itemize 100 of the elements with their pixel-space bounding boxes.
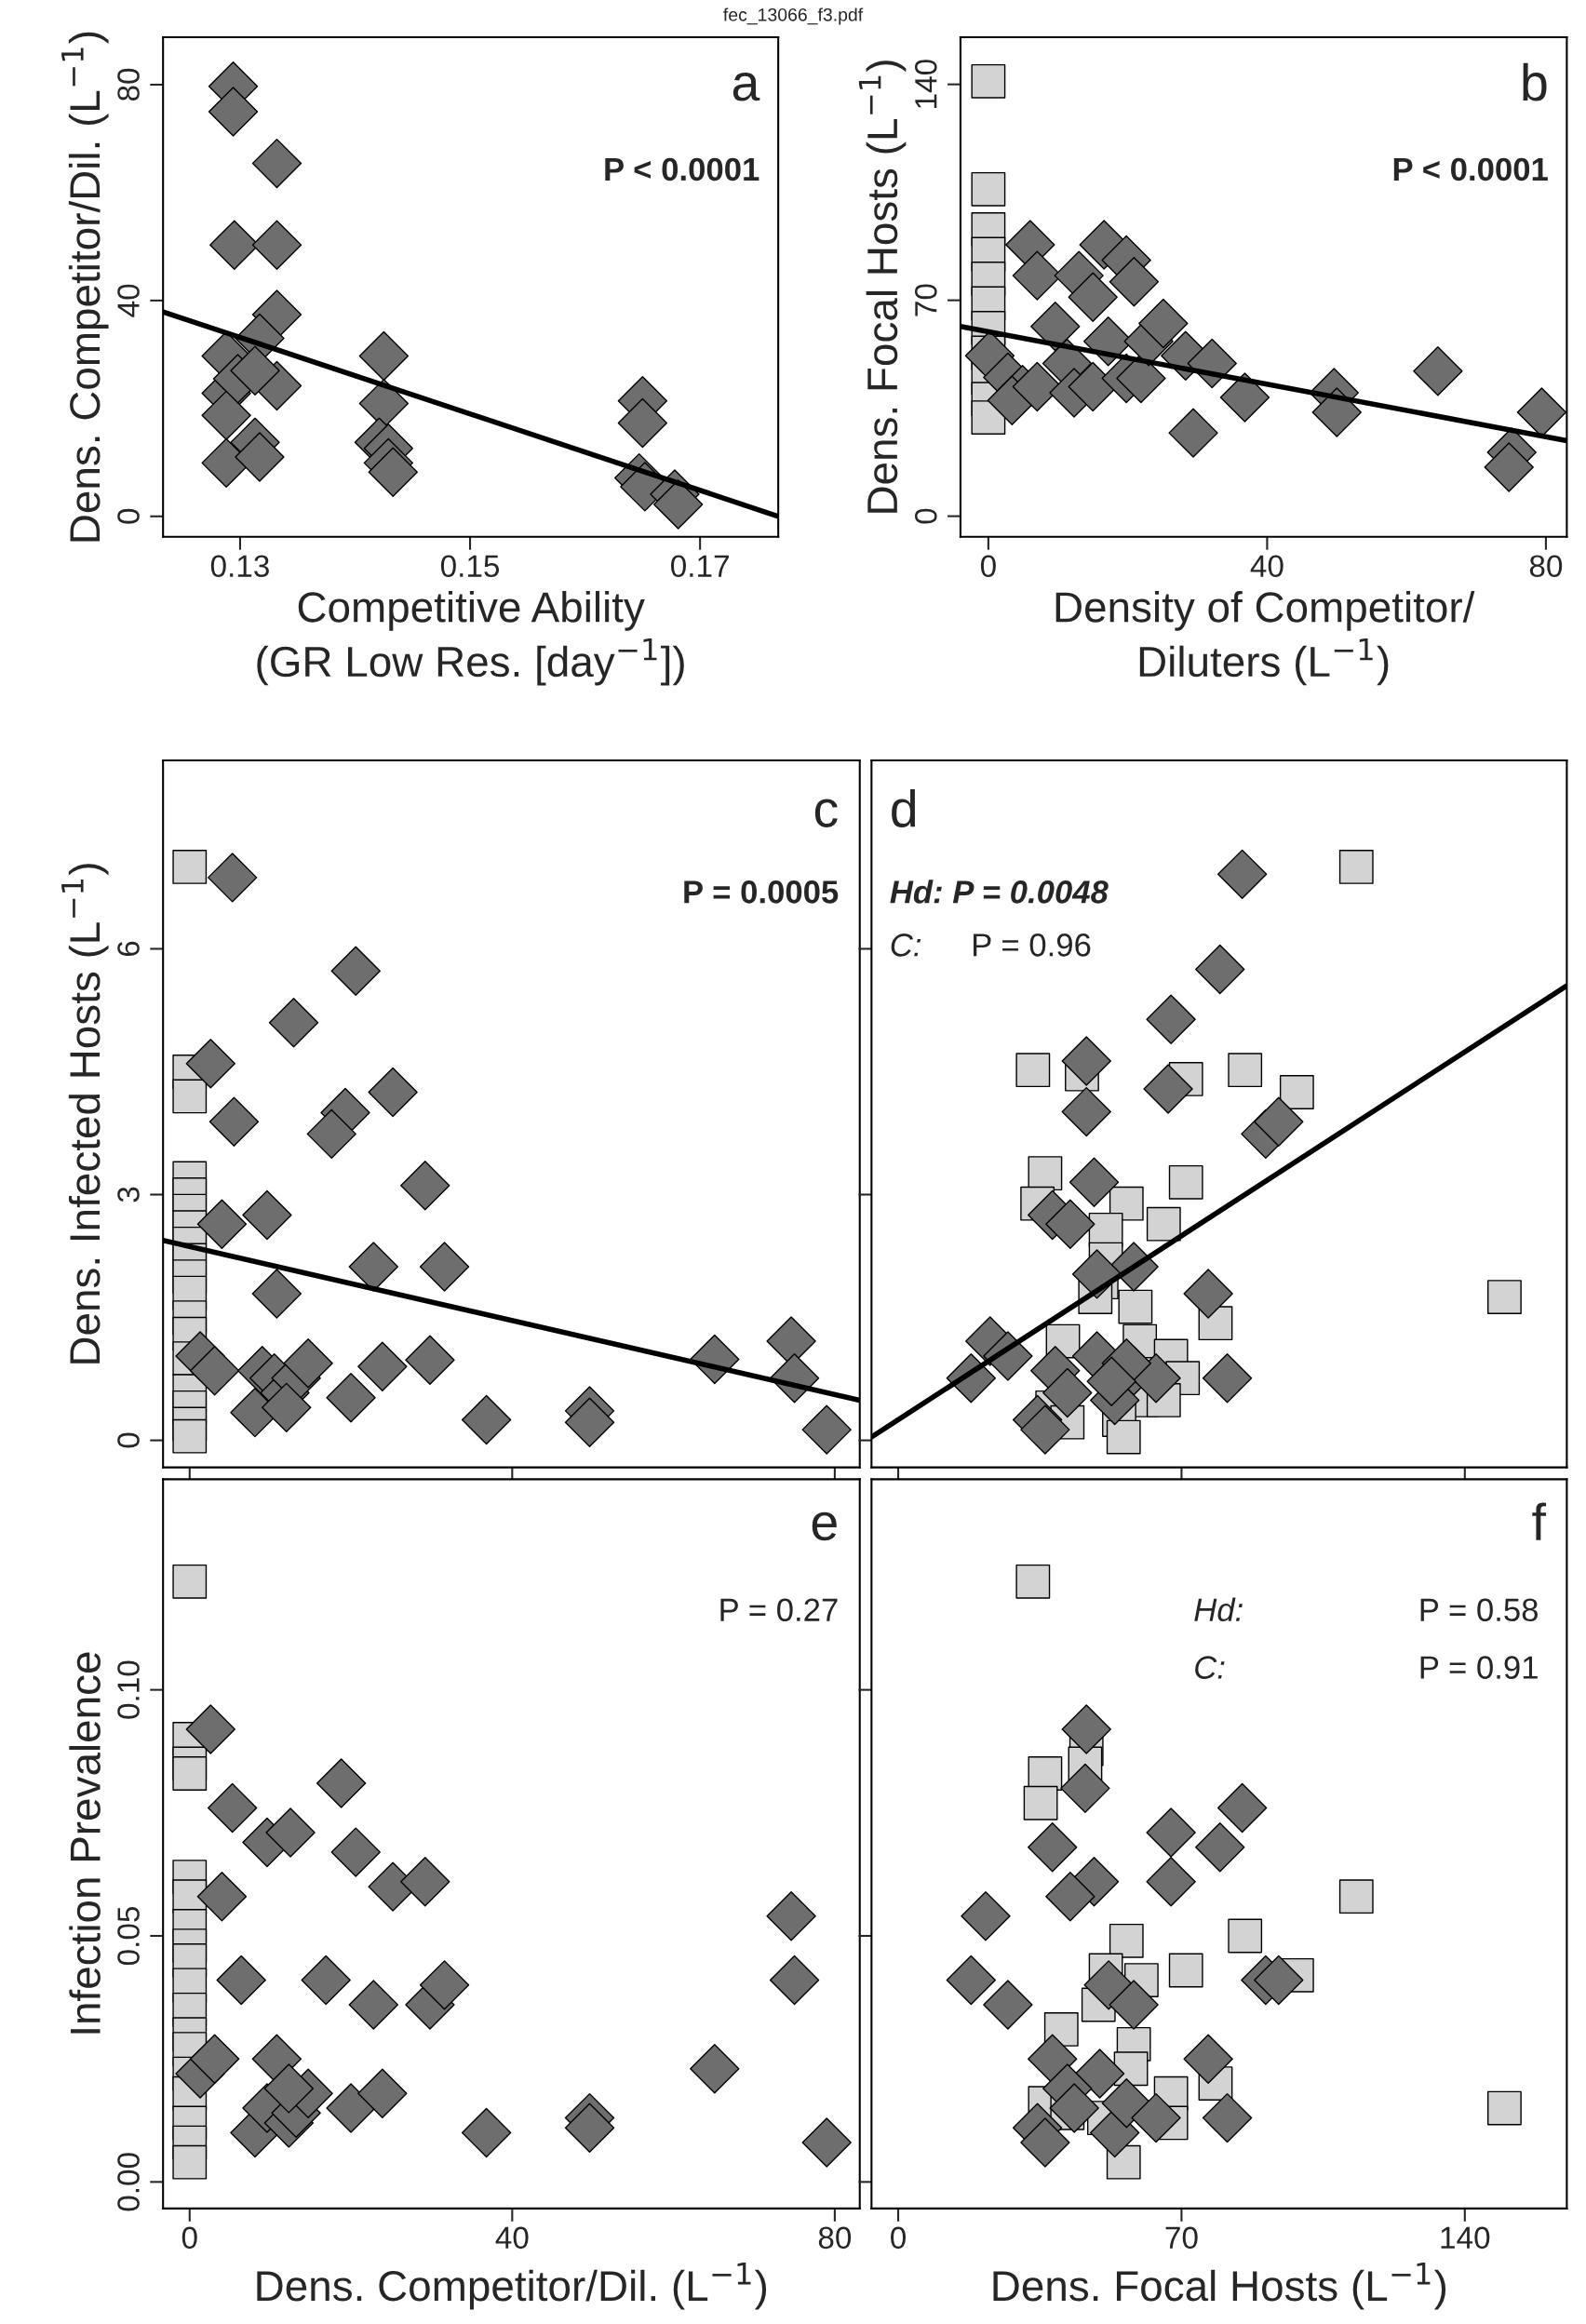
x-tick-label: 80 (1529, 555, 1563, 578)
annotation: b (1523, 62, 1547, 101)
point (1254, 1955, 1304, 2006)
point (251, 1269, 302, 1319)
annotation: Hd: P = 0.0048 (890, 880, 1109, 904)
point (330, 1827, 381, 1877)
point (1228, 1053, 1263, 1088)
y-tick-label: 70 (915, 284, 937, 316)
point (357, 2068, 408, 2118)
annotation: e (812, 1511, 837, 1541)
point (301, 1955, 351, 2006)
annotation: C: (1195, 1656, 1225, 1679)
point (172, 850, 208, 884)
y-tick-label: 0.00 (117, 2153, 140, 2211)
point (405, 1335, 455, 1385)
point (196, 1872, 248, 1922)
y-axis-title: Dens. Competitor/Dil. (L$^{−1}$) (61, 32, 109, 542)
y-tick-label: 140 (915, 60, 937, 108)
point (1195, 944, 1245, 995)
x-axis-title: Density of Competitor/ Diluters (L$^{−1}$) (1055, 590, 1475, 686)
annotation: P = 0.27 (720, 1598, 838, 1622)
point (185, 1704, 235, 1754)
point (1254, 1096, 1304, 1147)
point (1028, 1822, 1078, 1873)
point (1045, 1872, 1095, 1922)
point (1106, 1419, 1141, 1455)
point (1146, 1807, 1196, 1858)
point (617, 397, 668, 449)
point (326, 1373, 376, 1423)
point (1311, 387, 1362, 437)
point (348, 1980, 398, 2030)
point (1219, 372, 1270, 423)
annotation: f (1532, 1502, 1547, 1540)
point (263, 2063, 315, 2114)
point (1202, 2092, 1253, 2143)
point (971, 171, 1006, 207)
point (1083, 1960, 1134, 2010)
x-tick-label: 40 (495, 2226, 529, 2250)
point (1183, 1269, 1233, 1319)
point (251, 220, 302, 270)
point (1118, 1289, 1153, 1324)
point (358, 330, 410, 382)
x-tick-label: 0.17 (671, 555, 729, 578)
annotation: C: (891, 934, 921, 957)
point (1020, 1404, 1070, 1455)
point (216, 1955, 266, 2006)
y-tick-label: 3 (117, 1187, 140, 1202)
point (1138, 298, 1189, 349)
annotation: P = 0.91 (1420, 1656, 1538, 1679)
point (189, 1346, 240, 1396)
point (201, 390, 251, 441)
point (1202, 1352, 1253, 1404)
point (1228, 1918, 1263, 1954)
annotation: P < 0.0001 (1393, 157, 1548, 181)
point (172, 2144, 208, 2180)
point (189, 2034, 240, 2084)
point (1061, 1086, 1111, 1137)
point (1146, 1206, 1181, 1242)
point (1216, 1782, 1268, 1834)
point (983, 1980, 1033, 2030)
point (172, 1756, 208, 1791)
annotation: P = 0.96 (974, 934, 1091, 957)
x-tick-label: 0.15 (440, 555, 500, 578)
y-tick-label: 0 (915, 508, 937, 524)
x-tick-label: 0 (181, 2226, 197, 2250)
point (1195, 1822, 1245, 1873)
point (419, 1242, 470, 1292)
x-axis-title: Dens. Focal Hosts (L$^{−1}$) (993, 2263, 1446, 2310)
point (368, 447, 418, 497)
point (1028, 2034, 1078, 2084)
point (1168, 408, 1218, 458)
point (1484, 442, 1534, 492)
y-axis-title: Infection Prevalence (69, 1652, 101, 2034)
x-tick-label: 140 (1441, 2226, 1490, 2250)
point (185, 1039, 235, 1089)
point (419, 1960, 470, 2010)
point (306, 1108, 356, 1160)
point (1487, 1280, 1522, 1314)
point (1045, 1199, 1095, 1249)
point (769, 1955, 820, 2006)
annotation: Hd: (1194, 1597, 1243, 1622)
point (268, 997, 319, 1048)
x-axis-title: Competitive Ability (GR Low Res. [day$^{−1}$]) (257, 590, 684, 686)
point (1146, 994, 1196, 1044)
point (357, 1341, 408, 1392)
point (172, 1079, 208, 1114)
x-tick-label: 80 (818, 2226, 852, 2250)
point (1109, 1923, 1144, 1958)
text: fec_13066_f3.pdf (723, 7, 864, 25)
point (1109, 1980, 1159, 2030)
point (262, 1382, 312, 1433)
point (461, 2107, 512, 2158)
point (1131, 2092, 1181, 2143)
point (946, 1955, 996, 2006)
point (766, 1891, 816, 1941)
point (1030, 302, 1081, 352)
point (368, 1067, 418, 1118)
point (1015, 1053, 1051, 1088)
point (1068, 272, 1118, 322)
point (1049, 2083, 1099, 2133)
